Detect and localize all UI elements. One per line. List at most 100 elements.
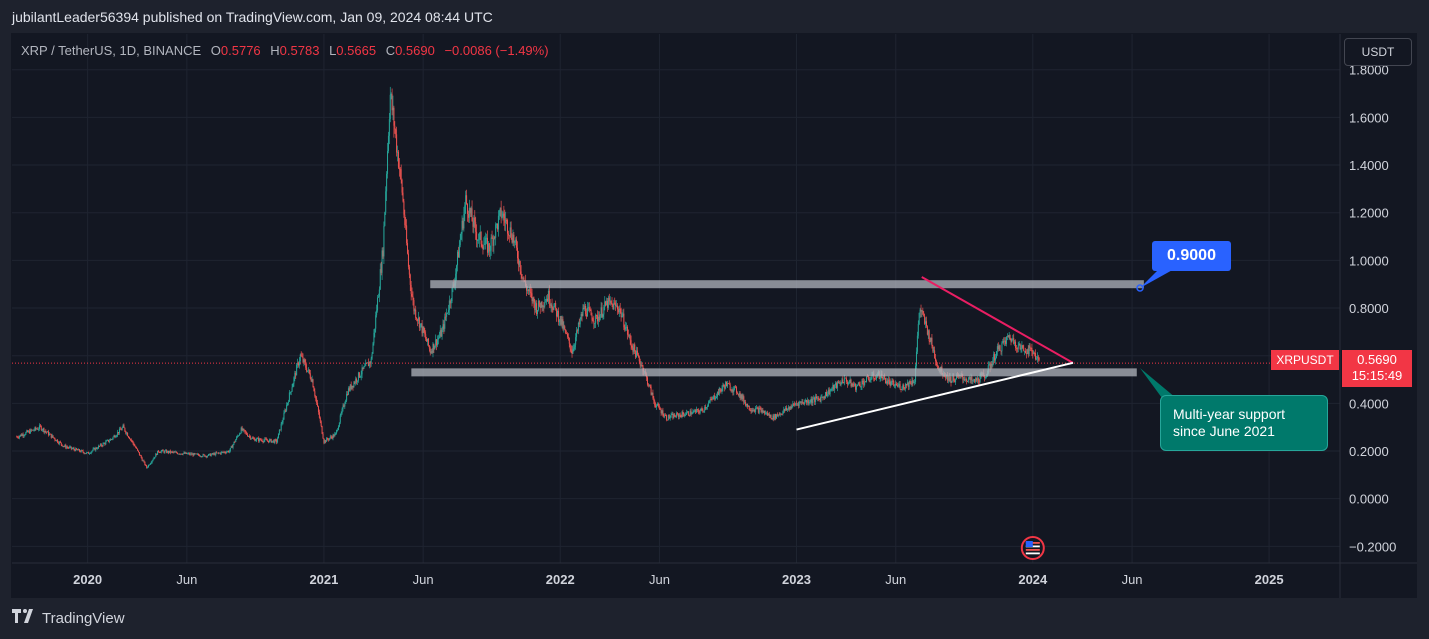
candle-body [526,289,528,291]
candle-body [725,381,727,389]
candle-body [1005,337,1007,344]
candle-body [1013,338,1015,344]
candle-body [18,437,20,439]
candle-body [230,446,232,448]
candle-body [530,291,532,294]
candle-body [915,351,917,366]
candle-body [548,290,550,304]
footer-brand[interactable]: TradingView [12,609,125,627]
candle-body [728,383,730,385]
candle-body [534,302,536,310]
x-tick-label: 2020 [73,572,102,587]
candle-body [357,380,359,382]
candle-body [486,237,488,239]
candle-body [238,433,240,436]
candle-body [367,362,369,364]
candle-body [209,453,211,457]
trendlines [796,268,1176,560]
candle-body [28,430,30,433]
candle-body [38,428,40,430]
grid-lines [12,34,1340,563]
candle-body [93,448,95,449]
candle-body [121,427,123,430]
candle-body [268,439,270,443]
candle-body [756,407,758,409]
candle-body [356,378,358,382]
candle-body [662,410,664,416]
candle-body [316,398,318,403]
candle-body [423,326,425,333]
candle-body [91,450,93,452]
candle-body [609,300,611,302]
candle-body [759,408,761,409]
symbol-label[interactable]: XRP / TetherUS, 1D, BINANCE [21,43,202,58]
candle-body [215,452,217,456]
candle-body [196,453,198,455]
candle-body [897,384,899,387]
x-tick-label: Jun [176,572,197,587]
candle-body [317,406,319,413]
candle-body [99,444,101,446]
candle-body [716,396,718,399]
candle-body [713,395,715,397]
y-tick-label: −0.2000 [1349,539,1396,554]
candle-body [190,453,192,455]
candle-body [931,337,933,346]
candle-body [508,235,510,237]
currency-button[interactable]: USDT [1344,38,1412,66]
last-price-badge: 0.5690 15:15:49 [1342,350,1412,387]
candle-body [673,414,675,419]
candle-body [276,439,278,443]
candle-body [107,439,109,441]
candle-body [298,361,300,366]
candle-body [78,449,80,452]
candle-body [837,381,839,384]
candle-body [746,403,748,407]
candle-body [747,405,749,407]
candle-body [307,369,309,371]
candle-body [243,428,245,430]
candle-body [824,396,826,398]
candle-body [578,322,580,325]
candle-body [16,436,18,438]
candle-body [141,457,143,461]
x-tick-label: Jun [1122,572,1143,587]
candle-body [558,321,560,323]
candle-body [809,402,811,403]
candle-body [719,388,721,391]
candle-body [435,339,437,347]
candle-body [934,350,936,359]
candle-body [907,382,909,387]
candle-body [736,387,738,393]
candle-body [254,438,256,442]
chart-panel[interactable] [11,33,1417,598]
candle-body [184,452,186,454]
candle-body [760,408,762,412]
candle-body [852,383,854,385]
candle-body [697,409,699,412]
candle-body [640,364,642,366]
candle-body [1011,339,1013,342]
candle-body [658,405,660,409]
candle-body [369,361,371,364]
candle-body [977,377,979,382]
candle-body [431,351,433,353]
support-note-pointer [1140,368,1176,398]
candle-body [284,410,286,413]
candle-body [827,389,829,395]
candle-body [231,446,233,448]
candle-body [136,447,138,449]
candle-body [90,451,92,454]
candle-body [302,356,304,363]
candle-body [793,403,795,405]
candle-body [206,456,208,457]
support-note-callout[interactable]: Multi-year support since June 2021 [1160,395,1328,451]
candle-body [457,251,459,258]
resistance-callout[interactable]: 0.9000 [1152,241,1231,271]
candle-body [37,428,39,430]
candle-body [526,285,528,291]
candle-body [199,456,201,458]
candle-body [412,296,414,301]
candle-body [145,464,147,466]
